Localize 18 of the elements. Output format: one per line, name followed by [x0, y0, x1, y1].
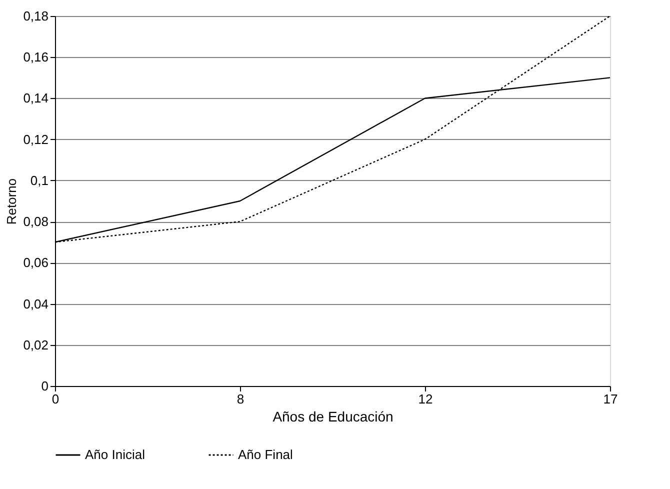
- y-tick-label: 0,18: [23, 8, 48, 24]
- y-tick-label: 0,16: [23, 50, 48, 65]
- y-tick-label: 0,08: [23, 214, 48, 230]
- x-tick-label: 12: [418, 392, 433, 406]
- y-tick-label: 0,06: [23, 255, 48, 270]
- x-axis-title: Años de Educación: [272, 408, 394, 424]
- x-tick-label: 0: [52, 392, 60, 406]
- x-tick-label: 17: [603, 392, 618, 406]
- y-tick-label: 0,12: [23, 132, 48, 147]
- y-tick-label: 0,02: [23, 337, 48, 352]
- y-tick-label: 0,04: [23, 296, 48, 312]
- y-tick-label: 0,14: [23, 90, 48, 106]
- y-axis-title: Retorno: [4, 178, 20, 225]
- y-tick-label: 0,1: [30, 172, 48, 188]
- x-tick-label: 8: [236, 392, 244, 406]
- legend-label: Año Final: [238, 447, 294, 462]
- y-tick-label: 0: [41, 378, 48, 394]
- legend-label: Año Inicial: [85, 447, 146, 462]
